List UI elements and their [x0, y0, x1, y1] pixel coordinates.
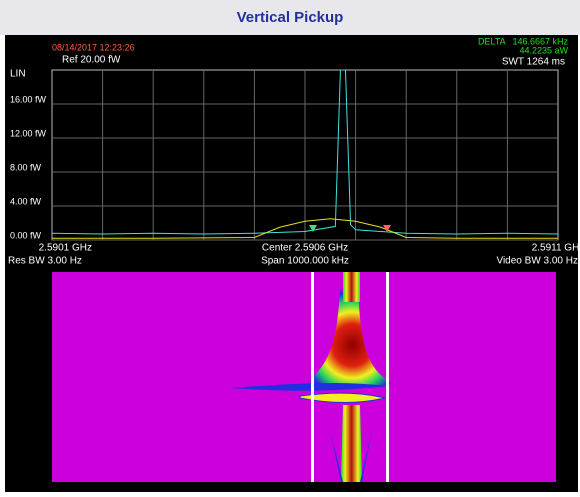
ref-level: Ref 20.00 fW — [62, 55, 121, 66]
x-tick-label: 2.5901 GHz — [39, 243, 92, 254]
y-tick-label: 12.00 fW — [10, 128, 47, 138]
delta-label: DELTA — [478, 36, 506, 46]
marker-line — [311, 272, 314, 482]
waterfall-bg — [52, 272, 556, 482]
marker-line — [386, 272, 389, 482]
waterfall-column — [341, 405, 362, 482]
res-bw: Res BW 3.00 Hz — [8, 256, 82, 267]
y-tick-label: 0.00 fW — [10, 230, 42, 240]
timestamp: 08/14/2017 12:23:26 — [52, 42, 135, 52]
span: Span 1000.000 kHz — [261, 256, 349, 267]
y-tick-label: 4.00 fW — [10, 196, 42, 206]
waterfall — [52, 272, 556, 482]
delta-power: 44.2235 aW — [519, 45, 568, 55]
sweep-time: SWT 1264 ms — [502, 57, 565, 68]
x-tick-label: 2.5911 GHz — [532, 243, 580, 254]
y-tick-label: 8.00 fW — [10, 162, 42, 172]
scale-mode: LIN — [10, 69, 26, 80]
waterfall-column — [343, 272, 360, 302]
page: Vertical Pickup 08/14/2017 12:23:26 Ref … — [0, 0, 580, 492]
video-bw: Video BW 3.00 Hz — [496, 256, 578, 267]
title: Vertical Pickup — [237, 9, 344, 26]
y-tick-label: 16.00 fW — [10, 94, 47, 104]
center-freq: Center 2.5906 GHz — [262, 243, 348, 254]
analyzer-screen: Vertical Pickup 08/14/2017 12:23:26 Ref … — [0, 0, 580, 492]
